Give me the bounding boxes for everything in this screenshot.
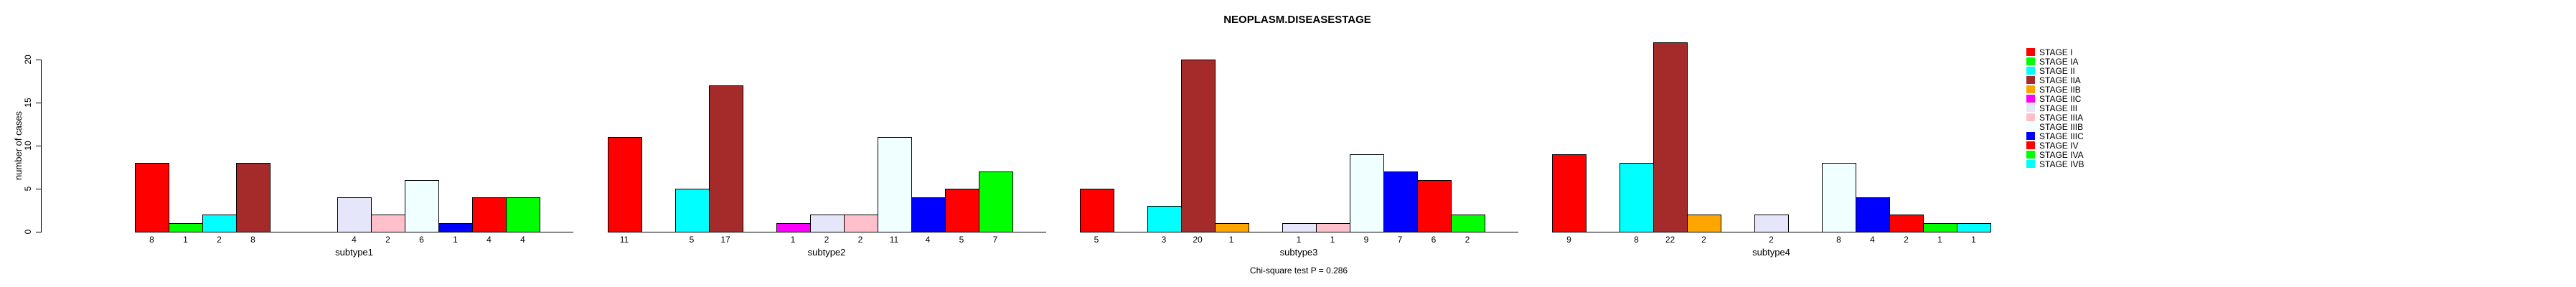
legend-swatch-stage-ivb bbox=[2026, 160, 2035, 168]
legend-label-stage-iic: STAGE IIC bbox=[2039, 93, 2082, 104]
bar-stage-ii-subtype1 bbox=[202, 215, 237, 232]
bar-stage-iva-subtype4 bbox=[1923, 223, 1957, 232]
legend-swatch-stage-ii bbox=[2026, 67, 2035, 75]
bar-stage-iia-subtype2 bbox=[709, 85, 743, 232]
bar-stage-iiia-subtype1 bbox=[371, 215, 405, 232]
bar-stage-iii-subtype2 bbox=[810, 215, 845, 232]
bar-stage-iii-subtype1 bbox=[337, 197, 372, 232]
legend-swatch-stage-i bbox=[2026, 48, 2035, 56]
bar-stage-iva-subtype2 bbox=[979, 171, 1013, 232]
legend-swatch-stage-iii bbox=[2026, 104, 2035, 112]
bar-stage-iv-subtype3 bbox=[1417, 180, 1452, 232]
bar-stage-iia-subtype3 bbox=[1181, 60, 1216, 232]
bar-stage-iiic-subtype3 bbox=[1383, 171, 1418, 232]
bar-stage-iiic-subtype4 bbox=[1856, 197, 1890, 232]
bar-stage-iiic-subtype1 bbox=[438, 223, 473, 232]
legend-label-stage-ii: STAGE II bbox=[2039, 65, 2075, 76]
bar-stage-iv-subtype4 bbox=[1889, 215, 1924, 232]
bar-stage-ia-subtype1 bbox=[169, 223, 203, 232]
legend-swatch-stage-iiia bbox=[2026, 113, 2035, 121]
bar-stage-iv-subtype2 bbox=[945, 189, 979, 232]
bar-stage-iva-subtype3 bbox=[1451, 215, 1485, 232]
bar-stage-iib-subtype4 bbox=[1687, 215, 1721, 232]
bar-stage-iiib-subtype1 bbox=[405, 180, 439, 232]
bar-stage-iia-subtype4 bbox=[1653, 42, 1688, 232]
legend-label-stage-iva: STAGE IVA bbox=[2039, 149, 2084, 160]
bar-stage-iiia-subtype3 bbox=[1316, 223, 1350, 232]
bar-stage-iiia-subtype2 bbox=[844, 215, 878, 232]
bar-stage-iiib-subtype3 bbox=[1350, 154, 1384, 232]
bar-stage-iiib-subtype4 bbox=[1822, 163, 1856, 232]
bar-stage-iva-subtype1 bbox=[506, 197, 540, 232]
bar-stage-i-subtype1 bbox=[135, 163, 169, 232]
legend-label-stage-iii: STAGE III bbox=[2039, 103, 2078, 113]
legend-swatch-stage-iia bbox=[2026, 76, 2035, 84]
legend-swatch-stage-iic bbox=[2026, 95, 2035, 103]
bar-stage-i-subtype3 bbox=[1080, 189, 1114, 232]
bar-stage-iii-subtype3 bbox=[1282, 223, 1317, 232]
bar-stage-iv-subtype1 bbox=[472, 197, 507, 232]
legend-swatch-stage-ia bbox=[2026, 57, 2035, 65]
bar-stage-ii-subtype4 bbox=[1620, 163, 1654, 232]
bar-stage-iiic-subtype2 bbox=[911, 197, 946, 232]
bar-stage-iia-subtype1 bbox=[236, 163, 271, 232]
bar-stage-iic-subtype2 bbox=[776, 223, 811, 232]
bar-stage-ii-subtype3 bbox=[1147, 206, 1182, 232]
bar-stage-iib-subtype3 bbox=[1215, 223, 1249, 232]
legend-label-stage-ia: STAGE IA bbox=[2039, 56, 2079, 67]
legend-label-stage-i: STAGE I bbox=[2039, 47, 2073, 57]
legend-swatch-stage-iv bbox=[2026, 141, 2035, 149]
legend-label-stage-iiia: STAGE IIIA bbox=[2039, 112, 2084, 123]
bar-stage-iii-subtype4 bbox=[1754, 215, 1789, 232]
bar-stage-ii-subtype2 bbox=[675, 189, 710, 232]
legend-label-stage-iiic: STAGE IIIC bbox=[2039, 131, 2084, 141]
bar-stage-i-subtype2 bbox=[608, 137, 642, 232]
legend-label-stage-iv: STAGE IV bbox=[2039, 140, 2079, 151]
bar-stage-iiib-subtype2 bbox=[878, 137, 912, 232]
legend-label-stage-iiib: STAGE IIIB bbox=[2039, 121, 2084, 132]
legend-swatch-stage-iiib bbox=[2026, 123, 2035, 131]
legend-swatch-stage-iva bbox=[2026, 151, 2035, 159]
bar-stage-ivb-subtype4 bbox=[1957, 223, 1991, 232]
legend-label-stage-ivb: STAGE IVB bbox=[2039, 159, 2084, 169]
legend-swatch-stage-iib bbox=[2026, 85, 2035, 93]
y-axis-line bbox=[41, 60, 42, 232]
legend-label-stage-iib: STAGE IIB bbox=[2039, 84, 2081, 95]
legend-swatch-stage-iiic bbox=[2026, 132, 2035, 140]
legend-label-stage-iia: STAGE IIA bbox=[2039, 75, 2081, 85]
bar-stage-i-subtype4 bbox=[1552, 154, 1587, 232]
